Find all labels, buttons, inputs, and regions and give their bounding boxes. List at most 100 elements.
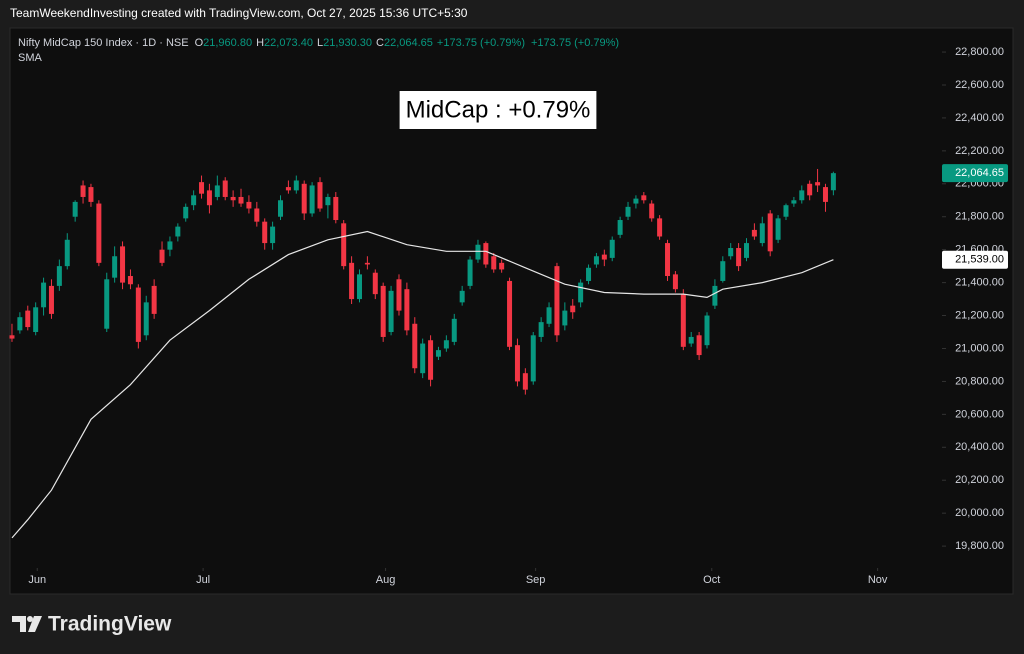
- y-tick-label: 22,600.00: [955, 79, 1004, 91]
- candle-body: [799, 190, 805, 201]
- candle-body: [364, 262, 370, 265]
- y-tick-label: 20,000.00: [955, 507, 1004, 519]
- candle-body: [380, 285, 386, 337]
- y-tick-label: 22,400.00: [955, 112, 1004, 124]
- candle-body: [420, 343, 426, 374]
- sma-last-label-box: [942, 250, 1008, 269]
- candle-body: [459, 290, 465, 303]
- candle-body: [783, 205, 789, 217]
- candle-body: [546, 307, 552, 324]
- candle-body: [80, 185, 86, 197]
- candle-body: [728, 248, 734, 257]
- y-tick-label: 20,800.00: [955, 375, 1004, 387]
- change-value: +173.75 (+0.79%): [437, 37, 525, 49]
- candle-body: [72, 201, 78, 217]
- candle-body: [657, 218, 663, 237]
- candle-body: [451, 318, 457, 342]
- candle-body: [293, 180, 299, 191]
- plot: [9, 168, 836, 539]
- candle-body: [767, 213, 773, 252]
- candle-body: [356, 274, 362, 300]
- symbol-label: Nifty MidCap 150 Index · 1D · NSE: [18, 37, 189, 49]
- candle-body: [522, 373, 528, 390]
- candle-body: [507, 280, 513, 347]
- candle-body: [443, 340, 449, 349]
- last-price-label-box: [942, 164, 1008, 183]
- candle-body: [759, 223, 765, 244]
- y-tick-label: 20,400.00: [955, 441, 1004, 453]
- candle-body: [751, 229, 757, 237]
- candle-body: [175, 226, 181, 237]
- candle-body: [736, 248, 742, 267]
- y-tick-label: 22,200.00: [955, 145, 1004, 157]
- credit: TeamWeekendInvesting created with Tradin…: [10, 6, 468, 20]
- candle-body: [325, 196, 331, 206]
- ohlc-value: 21,960.80: [203, 37, 252, 49]
- candle-body: [404, 289, 410, 331]
- candle-body: [467, 259, 473, 286]
- candle-body: [238, 196, 244, 204]
- candle-body: [593, 256, 599, 265]
- candle-body: [743, 243, 749, 258]
- candle-body: [530, 335, 536, 382]
- candle-body: [562, 310, 568, 326]
- annotation: MidCap : +0.79%: [406, 96, 591, 123]
- sma-legend: SMA: [18, 52, 43, 64]
- candle-body: [278, 200, 284, 217]
- candle-body: [143, 302, 149, 336]
- candle-body: [64, 239, 70, 267]
- candle-body: [578, 282, 584, 303]
- candle-body: [554, 266, 560, 336]
- candle-body: [696, 335, 702, 356]
- candle-body: [625, 206, 631, 217]
- candle-body: [396, 279, 402, 311]
- logo-mark: [12, 616, 26, 632]
- candle-body: [570, 305, 576, 313]
- candle-body: [56, 266, 62, 286]
- candle-body: [112, 256, 118, 278]
- candle-body: [388, 290, 394, 333]
- last-price-label: 22,064.65: [955, 167, 1004, 179]
- candle-body: [688, 336, 694, 344]
- change-value: +173.75 (+0.79%): [531, 37, 619, 49]
- candle-body: [665, 243, 671, 277]
- brand-name: TradingView: [48, 613, 172, 636]
- candle-body: [775, 218, 781, 240]
- candle-body: [301, 183, 307, 214]
- candle-body: [270, 226, 276, 244]
- y-tick-label: 22,800.00: [955, 46, 1004, 58]
- candle-body: [246, 201, 252, 209]
- candle-body: [815, 182, 821, 186]
- candle-body: [720, 261, 726, 281]
- candle-body: [641, 195, 647, 201]
- candle-body: [48, 285, 54, 314]
- candle-body: [33, 307, 39, 333]
- candle-body: [309, 185, 315, 214]
- candle-body: [349, 262, 355, 300]
- y-tick-label: 20,600.00: [955, 408, 1004, 420]
- candle-body: [617, 220, 623, 235]
- candle-body: [633, 198, 639, 204]
- candle-body: [412, 323, 418, 369]
- ohlc-value: 21,930.30: [323, 37, 372, 49]
- candle-body: [135, 287, 141, 342]
- candle-body: [167, 241, 173, 250]
- y-tick-label: 19,800.00: [955, 540, 1004, 552]
- candle-body: [317, 182, 323, 209]
- candle-body: [791, 200, 797, 204]
- brand-logo: TradingView: [12, 613, 172, 636]
- logo-dot: [27, 616, 33, 622]
- x-tick-label: Sep: [526, 574, 546, 586]
- candle-body: [88, 187, 94, 202]
- candle-body: [199, 182, 205, 194]
- candle-body: [341, 223, 347, 267]
- ohlc-key: C: [376, 37, 384, 49]
- candle-body: [483, 243, 489, 265]
- candle-body: [609, 239, 615, 258]
- ohlc-key: H: [256, 37, 264, 49]
- y-tick-label: 21,000.00: [955, 342, 1004, 354]
- candle-body: [680, 294, 686, 347]
- candle-body: [514, 345, 520, 382]
